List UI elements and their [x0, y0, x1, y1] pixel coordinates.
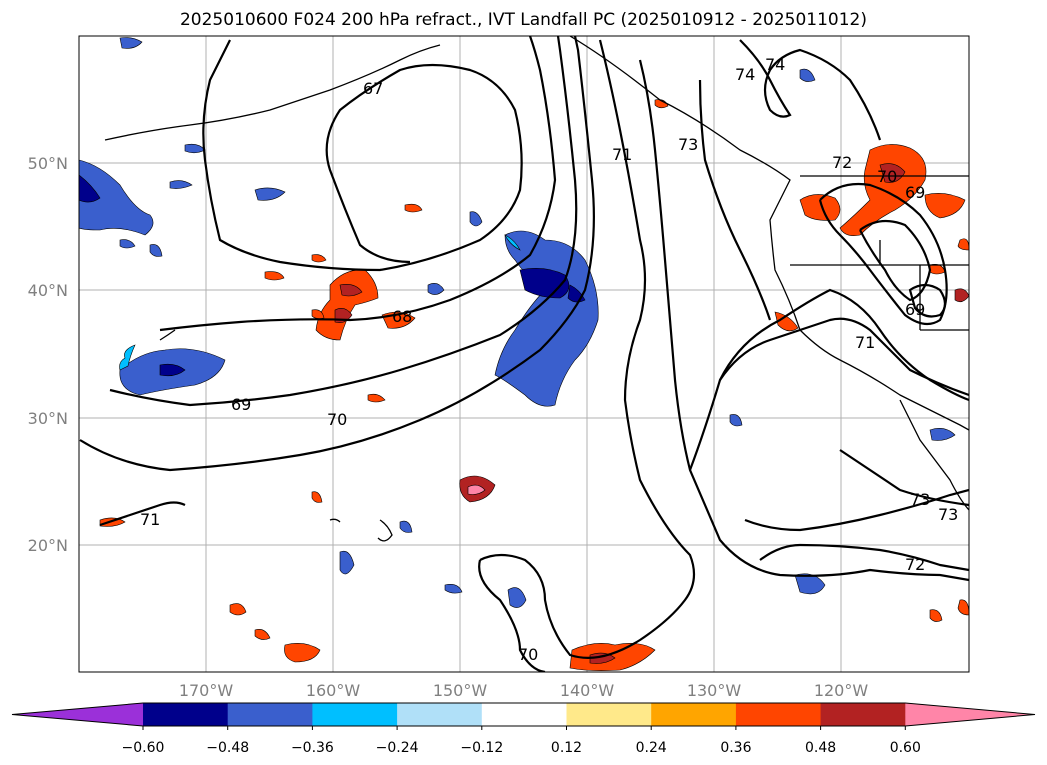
- contour-label: 70: [327, 410, 347, 429]
- lon-label-130w: 130°W: [687, 681, 742, 700]
- contour-label: 72: [905, 555, 925, 574]
- contour-label: 69: [905, 300, 925, 319]
- colorbar-tick-label: 0.24: [636, 740, 667, 756]
- colorbar-tick-label: −0.12: [460, 740, 503, 756]
- latitude-labels: 50°N 40°N 30°N 20°N: [28, 154, 68, 555]
- contour-label: 73: [678, 135, 698, 154]
- colorbar-segment: [566, 703, 652, 726]
- colorbar-extend-right: [905, 703, 1035, 726]
- longitude-labels: 170°W 160°W 150°W 140°W 130°W 120°W: [179, 681, 869, 700]
- contour-label: 70: [518, 645, 538, 664]
- filled-anomalies: [79, 37, 969, 671]
- colorbar-segment: [227, 703, 313, 726]
- refractivity-contours: [79, 36, 969, 672]
- contour-label: 68: [392, 307, 412, 326]
- colorbar-tick-label: −0.60: [122, 740, 165, 756]
- lat-label-30: 30°N: [28, 409, 68, 428]
- colorbar-segment: [820, 703, 906, 726]
- lon-label-170w: 170°W: [179, 681, 234, 700]
- contour-label: 71: [140, 510, 160, 529]
- lat-label-50: 50°N: [28, 154, 68, 173]
- colorbar-segment: [651, 703, 737, 726]
- contour-label: 70: [877, 167, 897, 186]
- colorbar-segment: [481, 703, 567, 726]
- colorbar-tick-label: −0.24: [376, 740, 419, 756]
- contour-label: 71: [612, 145, 632, 164]
- contour-label: 74: [765, 55, 785, 74]
- contour-labels: 67 68 69 70 70 71 71 71 72 72 73 73 73 7…: [140, 55, 958, 664]
- contour-label: 71: [855, 333, 875, 352]
- colorbar-segment: [397, 703, 483, 726]
- lon-label-120w: 120°W: [814, 681, 869, 700]
- contour-label: 74: [735, 65, 755, 84]
- colorbar-segment: [312, 703, 398, 726]
- lat-label-40: 40°N: [28, 281, 68, 300]
- contour-label: 67: [363, 79, 383, 98]
- contour-label: 73: [910, 490, 930, 509]
- lat-label-20: 20°N: [28, 536, 68, 555]
- colorbar: −0.60 −0.48 −0.36 −0.24 −0.12 0.12 0.24 0.36 0.4…: [11, 702, 1036, 756]
- contour-label: 72: [832, 153, 852, 172]
- map-frame: [78, 35, 970, 673]
- colorbar-tick-label: 0.36: [720, 740, 751, 756]
- contour-label: 69: [231, 395, 251, 414]
- colorbar-tick-label: −0.36: [291, 740, 334, 756]
- contour-label: 73: [938, 505, 958, 524]
- colorbar-tick-label: 0.48: [805, 740, 836, 756]
- colorbar-tick-label: 0.60: [890, 740, 921, 756]
- map-title: 2025010600 F024 200 hPa refract., IVT La…: [179, 10, 867, 30]
- lon-label-160w: 160°W: [306, 681, 361, 700]
- lon-label-150w: 150°W: [433, 681, 488, 700]
- coastlines: [104, 36, 969, 542]
- colorbar-extend-left: [12, 703, 143, 726]
- colorbar-segment: [143, 703, 229, 726]
- lon-label-140w: 140°W: [560, 681, 615, 700]
- colorbar-tick-label: −0.48: [206, 740, 249, 756]
- colorbar-tick-label: 0.12: [551, 740, 582, 756]
- contour-label: 69: [905, 183, 925, 202]
- colorbar-segment: [735, 703, 822, 726]
